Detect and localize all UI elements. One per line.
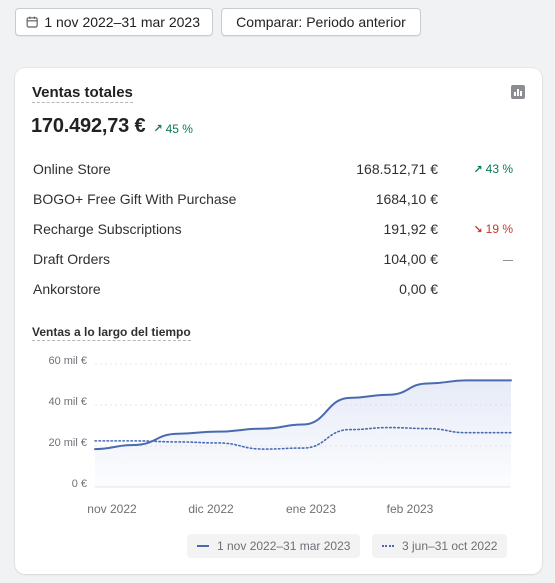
channel-change-value: 19 % (485, 222, 513, 236)
compare-button[interactable]: Comparar: Periodo anterior (221, 8, 421, 36)
channel-change-badge: ↗ 43 % (473, 162, 513, 176)
channel-row-bogo: BOGO+ Free Gift With Purchase 1684,10 € (33, 185, 513, 215)
total-row: 170.492,73 € ↗ 45 % (31, 115, 193, 138)
channel-amount: 0,00 € (399, 281, 438, 297)
bar-chart-icon[interactable] (511, 85, 525, 99)
channel-breakdown: Online Store 168.512,71 € ↗ 43 % BOGO+ F… (33, 155, 513, 305)
x-tick-label: ene 2023 (285, 502, 337, 516)
solid-line-swatch (197, 545, 209, 547)
date-range-button[interactable]: 1 nov 2022–31 mar 2023 (15, 8, 213, 36)
no-change-dash (503, 260, 513, 261)
total-change-value: 45 % (165, 121, 193, 136)
legend-item-previous[interactable]: 3 jun–31 oct 2022 (372, 534, 508, 558)
sales-over-time-chart (94, 363, 512, 488)
channel-amount: 191,92 € (383, 221, 439, 237)
dotted-line-swatch (382, 545, 394, 547)
legend-label: 1 nov 2022–31 mar 2023 (217, 539, 351, 553)
date-range-label: 1 nov 2022–31 mar 2023 (44, 14, 200, 30)
total-value: 170.492,73 € (31, 115, 146, 137)
calendar-icon (26, 16, 38, 28)
area-fill (95, 380, 511, 487)
channel-change-badge: ↘ 19 % (473, 222, 513, 236)
channel-amount: 1684,10 € (375, 191, 438, 207)
channel-row-draft-orders: Draft Orders 104,00 € (33, 245, 513, 275)
legend-label: 3 jun–31 oct 2022 (402, 539, 498, 553)
x-tick-label: dic 2022 (188, 502, 234, 516)
arrow-up-icon: ↗ (473, 163, 483, 176)
channel-row-ankorstore: Ankorstore 0,00 € (33, 275, 513, 305)
arrow-up-icon: ↗ (153, 123, 163, 135)
series-line-current (94, 379, 512, 451)
channel-amount: 104,00 € (383, 251, 439, 267)
total-sales-card: Ventas totales 170.492,73 € ↗ 45 % Onlin… (15, 68, 542, 574)
channel-name: Online Store (33, 161, 111, 177)
channel-row-online-store: Online Store 168.512,71 € ↗ 43 % (33, 155, 513, 185)
x-tick-label: nov 2022 (87, 502, 137, 516)
y-tick-label: 40 mil € (48, 396, 87, 408)
channel-name: BOGO+ Free Gift With Purchase (33, 191, 237, 207)
channel-amount: 168.512,71 € (356, 161, 438, 177)
y-tick-label: 20 mil € (48, 437, 87, 449)
total-change-badge: ↗ 45 % (153, 122, 193, 136)
legend-item-current[interactable]: 1 nov 2022–31 mar 2023 (187, 534, 361, 558)
channel-name: Recharge Subscriptions (33, 221, 182, 237)
compare-label: Comparar: Periodo anterior (236, 14, 406, 30)
channel-name: Draft Orders (33, 251, 111, 267)
channel-change-value: 43 % (485, 162, 513, 176)
arrow-down-icon: ↘ (473, 223, 483, 236)
y-tick-label: 60 mil € (48, 355, 87, 367)
channel-row-recharge: Recharge Subscriptions 191,92 € ↘ 19 % (33, 215, 513, 245)
series-line-previous (94, 426, 512, 450)
card-title[interactable]: Ventas totales (32, 84, 133, 103)
x-tick-label: feb 2023 (386, 502, 434, 516)
y-tick-label: 0 € (71, 478, 87, 490)
channel-name: Ankorstore (33, 281, 101, 297)
chart-title[interactable]: Ventas a lo largo del tiempo (32, 325, 191, 341)
